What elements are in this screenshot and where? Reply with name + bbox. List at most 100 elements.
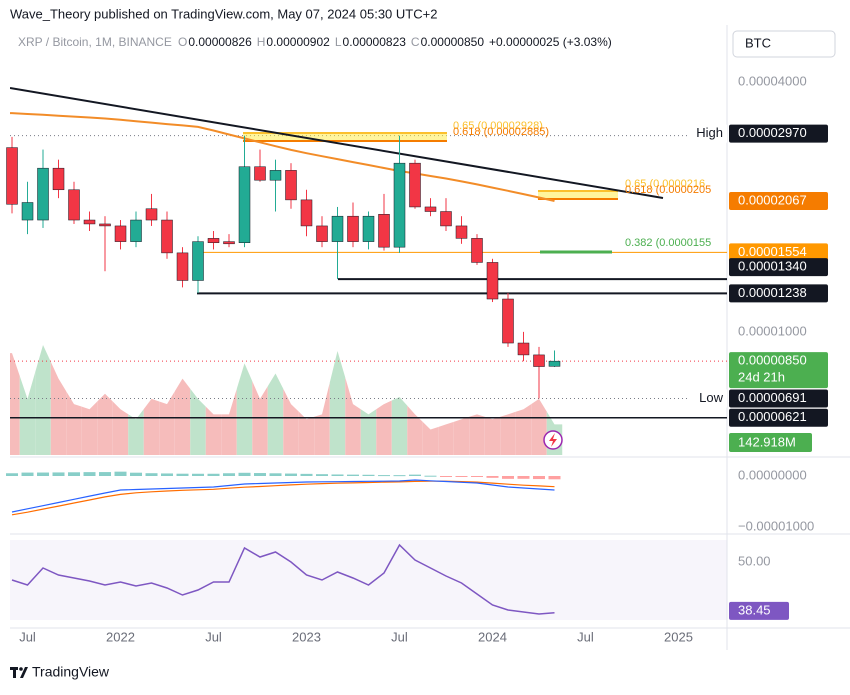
volume-area: [438, 421, 454, 455]
macd-histogram: [52, 472, 65, 477]
currency-label: BTC: [745, 35, 771, 50]
macd-histogram: [207, 473, 220, 477]
volume-area: [500, 411, 516, 455]
volume-area: [267, 373, 284, 455]
fib-zone: [243, 133, 447, 141]
macd-histogram: [316, 474, 329, 477]
rsi-tick-label: 50.00: [738, 553, 771, 568]
price-tag: [729, 124, 828, 143]
macd-histogram: [68, 472, 81, 477]
candle-body: [269, 170, 282, 181]
candle-body: [393, 162, 406, 248]
logo-part: [20, 667, 28, 678]
price-tag: [729, 258, 828, 277]
macd-histogram: [455, 476, 468, 478]
volume-area: [50, 361, 67, 455]
moving-average: [10, 112, 555, 202]
macd-histogram: [501, 476, 514, 479]
price-tag: [729, 389, 828, 408]
candle-body: [238, 166, 251, 243]
x-tick-label: Jul: [391, 629, 408, 644]
volume-area: [174, 378, 191, 455]
volume-area: [283, 388, 299, 455]
volume-area: [19, 371, 36, 455]
x-tick-label: Jul: [577, 629, 594, 644]
candle-body: [114, 225, 127, 242]
x-tick-label: 2023: [292, 629, 321, 644]
macd-histogram: [393, 475, 406, 477]
candle-body: [548, 360, 561, 367]
macd-histogram: [408, 474, 421, 477]
macd-signal: [11, 480, 555, 516]
symbol-title: XRP / Bitcoin, 1M, BINANCE: [18, 35, 172, 49]
price-marker: Low: [699, 390, 723, 405]
price-marker: High: [696, 125, 723, 140]
candle-body: [285, 170, 297, 201]
fib-label: 0.618 (0.0000205: [625, 184, 711, 196]
rsi-band: [10, 540, 727, 620]
candles-layer: [6, 112, 561, 399]
volume-area: [329, 350, 346, 455]
volume-area: [236, 363, 253, 455]
levels-layer: [10, 135, 727, 419]
candle-body: [331, 215, 344, 242]
legend-value: 0.00000902: [266, 35, 330, 49]
logo-part: [13, 667, 16, 678]
volume-area: [484, 416, 501, 455]
candle-body: [83, 219, 96, 225]
macd-histogram: [532, 476, 545, 480]
macd-histogram: [130, 472, 143, 477]
fib-label: 0.618 (0.00002885): [453, 126, 549, 138]
volume-area: [97, 393, 113, 455]
fib-label: 0.65 (0.0000216: [625, 178, 705, 190]
x-tick-label: 2025: [664, 629, 693, 644]
macd-histogram: [99, 472, 112, 477]
legend-value: 0.00000823: [343, 35, 407, 49]
currency-button[interactable]: [732, 30, 836, 58]
macd-histogram: [439, 476, 452, 478]
volume-tag: [729, 433, 812, 452]
candle-body: [6, 147, 18, 205]
volume-area: [190, 388, 206, 455]
volume-area: [376, 400, 392, 455]
rsi-tag-label: 38.45: [738, 602, 771, 617]
x-tick-label: Jul: [19, 629, 36, 644]
volume-area: [66, 391, 82, 455]
price-tag-label: 0.00001238: [738, 285, 807, 300]
macd-histogram: [377, 475, 390, 477]
volume-layer: [10, 345, 563, 455]
price-tag-label: 0.00002970: [738, 125, 807, 140]
price-marker-box: [690, 124, 727, 143]
candle-body: [502, 298, 514, 344]
price-tag-label: 0.00001340: [738, 259, 807, 274]
x-tick-label: Jul: [205, 629, 222, 644]
volume-area: [360, 409, 377, 455]
candle-body: [455, 225, 468, 239]
macd-histogram: [223, 473, 236, 477]
macd-histogram: [331, 474, 344, 477]
trend-line: [10, 87, 664, 199]
volume-area: [81, 401, 98, 455]
volume-area: [35, 345, 51, 455]
candle-body: [517, 342, 530, 356]
footer-logo: [10, 667, 28, 678]
legend-key: C: [411, 35, 420, 49]
candle-body: [207, 238, 220, 243]
candle-body: [192, 241, 204, 281]
volume-area: [453, 416, 470, 455]
candle-body: [409, 162, 421, 208]
macd-histogram: [285, 473, 298, 477]
candle-body: [161, 219, 173, 254]
candle-body: [21, 202, 34, 221]
macd-histogram: [254, 473, 267, 477]
price-tag: [729, 192, 828, 211]
macd-histogram: [486, 476, 499, 478]
candle-body: [533, 354, 545, 367]
volume-area: [205, 406, 222, 455]
macd-histogram: [161, 473, 174, 477]
candle-body: [347, 215, 359, 242]
fib-zone: [538, 191, 618, 199]
macd-histogram: [300, 473, 313, 477]
drawings: 0.65 (0.00002928) 0.618 (0.00002885) 0.6…: [10, 87, 711, 254]
legend-value: 0.00000850: [421, 35, 485, 49]
